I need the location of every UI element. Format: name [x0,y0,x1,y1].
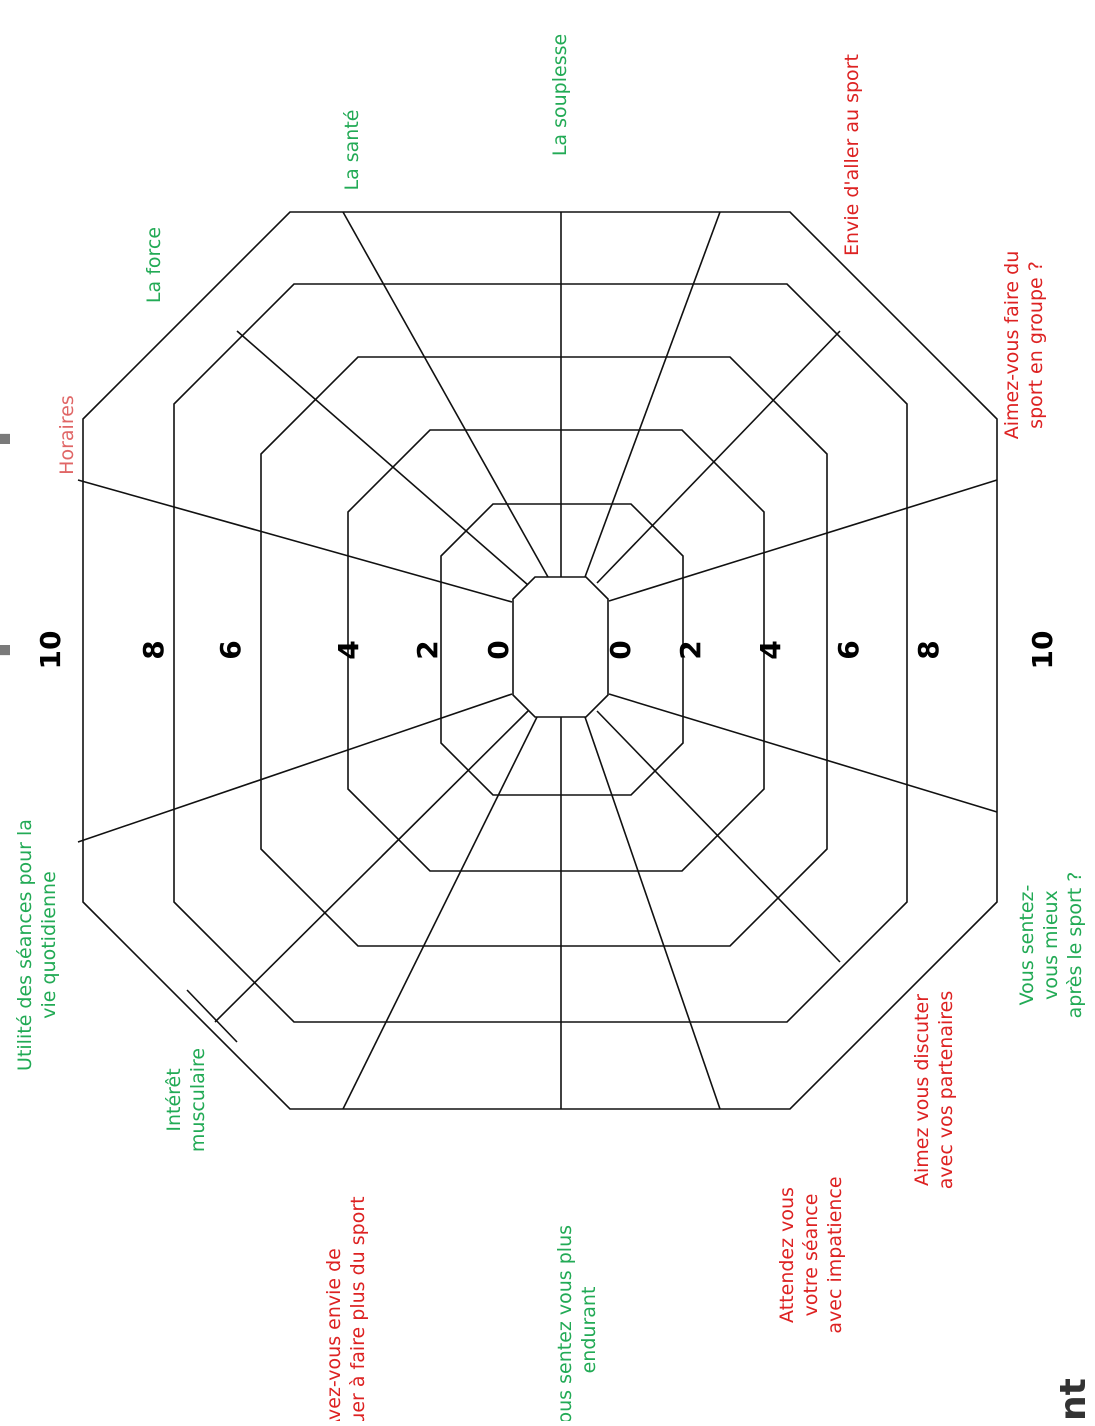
axis-label-line: Vous sentez vous plus [554,1225,576,1421]
grid-ring [173,283,908,1023]
scale-label: 2 [674,640,707,659]
scale-labels-left: 10 8 6 4 2 0 [34,631,515,670]
footer-fragment: nt [1053,1378,1094,1421]
scale-label: 6 [832,640,865,659]
axis-label-force: La force [143,227,165,303]
axis-spoke [236,330,529,586]
axis-label-line: Horaires [56,395,78,475]
axis-spoke [214,710,529,1023]
axis-label-line: votre séance [800,1194,822,1317]
axis-label-line: avec vos partenaires [935,991,957,1189]
grid-ring [260,356,828,947]
axis-spoke [584,211,721,578]
grid-ring [82,211,998,1110]
scale-label: 0 [482,640,515,659]
axis-label-line: musculaire [187,1048,209,1152]
scale-label: 4 [332,640,365,659]
grid-ring [440,503,684,796]
scale-label: 8 [137,640,170,659]
axis-spoke [608,479,998,602]
scale-label: 2 [411,640,444,659]
axis-label-line: endurant [578,1287,600,1374]
scale-label: 10 [1026,631,1059,670]
axis-spoke [77,479,513,603]
axis-label-line: vie quotidienne [38,871,60,1019]
axis-label-line: La force [143,227,165,303]
axis-label-line: sport en groupe ? [1025,261,1047,429]
axis-spoke [596,330,841,584]
scale-label: 4 [754,640,787,659]
axis-spoke [596,710,841,963]
axis-label-groupe: Aimez-vous faire du sport en groupe ? [1001,251,1047,439]
axis-label-horaires: Horaires [56,395,78,475]
axis-label-envie-sport: Envie d'aller au sport [841,54,863,256]
axis-label-line: Utilité des séances pour la [14,819,36,1071]
axis-spoke [342,211,549,578]
scale-labels-right: 0 2 4 6 8 10 [604,631,1059,670]
axis-label-line: Vous sentez- [1016,885,1038,1006]
axis-spoke [186,989,238,1043]
axis-label-quotidienne: Utilité des séances pour la vie quotidien… [14,819,60,1071]
scale-label: 0 [604,640,637,659]
axis-label-endurant: Vous sentez vous plus endurant [554,1225,600,1421]
axis-label-line: Aimez vous discuter [911,994,933,1186]
scale-label: 8 [912,640,945,659]
axis-label-line: Envie d'aller au sport [841,54,863,256]
axis-label-souplesse: La souplesse [549,34,571,156]
axis-label-line: après le sport ? [1064,872,1086,1019]
axis-spoke [608,693,998,813]
axis-label-line: La santé [341,110,363,191]
axis-label-musculaire: Intérêt musculaire [163,1048,209,1152]
axis-label-line: Aimez-vous faire du [1001,251,1023,439]
grid-ring [512,576,609,718]
axis-label-line: Avez-vous envie de [323,1248,345,1421]
axis-label-sante: La santé [341,110,363,191]
axis-label-line: La souplesse [549,34,571,156]
scale-label: 6 [214,640,247,659]
grid-ring [347,429,765,872]
axis-label-line: vous mieux [1040,890,1062,1000]
axis-label-discuter: Aimez vous discuter avec vos partenaires [911,991,957,1189]
axis-spoke [342,716,538,1110]
axis-label-line: continuer à faire plus du sport [347,1196,369,1421]
page-title: participants [0,265,12,660]
axis-labels: Horaires La force La santé La souplesse Envi… [14,34,1086,1426]
grid-rings [82,211,998,1110]
axis-label-impatience: Attendez vous votre séance avec impatience [776,1176,846,1333]
axis-label-line: Intérêt [163,1068,185,1131]
scale-label: 10 [34,631,67,670]
axis-spokes [77,211,998,1110]
axis-label-line: Attendez vous [776,1187,798,1323]
axis-spoke [584,716,721,1110]
axis-label-mieux: Vous sentez-vous mieux après le sport ? [1016,872,1086,1019]
axis-spoke [77,693,513,843]
axis-label-continuer: Avez-vous envie de continuer à faire plus… [323,1196,369,1421]
axis-label-line: avec impatience [824,1176,846,1333]
